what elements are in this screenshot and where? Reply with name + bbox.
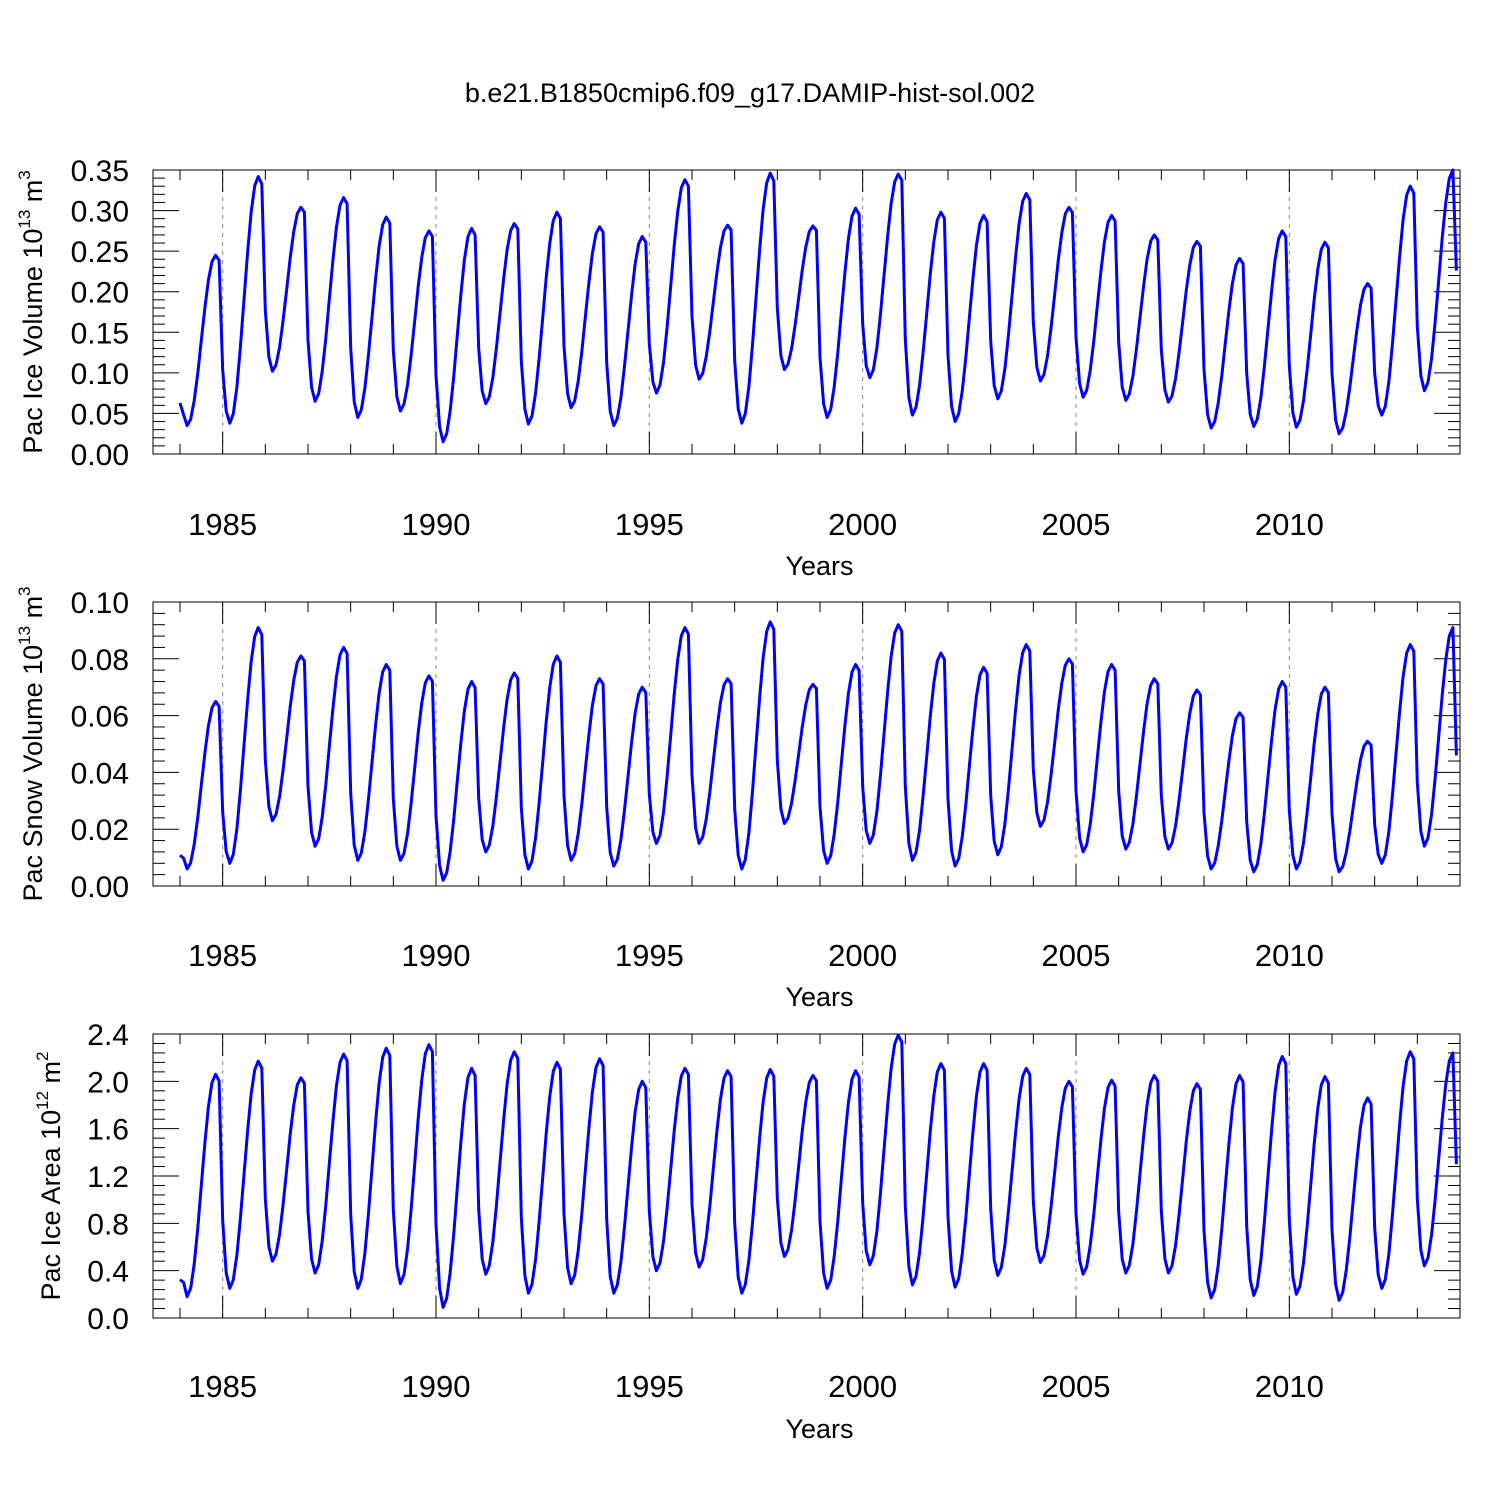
x-tick-label: 2000: [828, 1369, 897, 1404]
y-axis-title: Pac Ice Volume 1013 m3: [15, 170, 48, 454]
y-axis-title: Pac Snow Volume 1013 m3: [15, 586, 48, 901]
x-axis-title: Years: [785, 982, 853, 1012]
y-axis-title: Pac Ice Area 1012 m2: [33, 1051, 66, 1300]
x-tick-label: 1990: [402, 507, 471, 542]
y-tick-label: 2.0: [87, 1066, 129, 1099]
y-tick-label: 0.8: [87, 1208, 129, 1241]
y-tick-label: 0.30: [71, 196, 129, 229]
x-tick-label: 1985: [188, 507, 257, 542]
series-line: [179, 1033, 1458, 1309]
x-tick-label: 2010: [1255, 1369, 1324, 1404]
y-tick-label: 0.05: [71, 398, 129, 431]
y-tick-label: 0.00: [71, 439, 129, 472]
x-tick-label: 2005: [1042, 507, 1111, 542]
y-tick-label: 0.4: [87, 1256, 129, 1289]
y-tick-label: 0.02: [71, 814, 129, 847]
y-tick-label: 0.25: [71, 236, 129, 269]
x-axis-title: Years: [785, 1414, 853, 1444]
y-tick-label: 0.06: [71, 701, 129, 734]
y-tick-label: 0.00: [71, 871, 129, 904]
panel-snow-volume: 0.00 0.02 0.04 0.06 0.08 0.10 1985 1990 1995 2000…: [15, 586, 1461, 1012]
series-line: [178, 168, 1458, 444]
y-tick-label: 0.35: [71, 155, 129, 188]
chart-title: b.e21.B1850cmip6.f09_g17.DAMIP-hist-sol.…: [464, 78, 1036, 108]
series-line: [179, 620, 1458, 882]
x-tick-label: 2010: [1255, 507, 1324, 542]
y-tick-label: 0.10: [71, 358, 129, 391]
x-tick-label: 2005: [1042, 938, 1111, 973]
x-tick-label: 2000: [828, 938, 897, 973]
x-tick-label: 2000: [828, 507, 897, 542]
x-tick-label: 1990: [402, 938, 471, 973]
y-tick-label: 0.15: [71, 317, 129, 350]
y-tick-label: 1.6: [87, 1114, 129, 1147]
x-tick-label: 2010: [1255, 938, 1324, 973]
y-tick-label: 0.04: [71, 757, 129, 790]
x-tick-label: 1990: [402, 1369, 471, 1404]
x-tick-label: 2005: [1042, 1369, 1111, 1404]
plot-frame: [152, 169, 1461, 455]
x-tick-label: 1995: [615, 938, 684, 973]
y-tick-label: 0.0: [87, 1303, 129, 1336]
x-axis-title: Years: [785, 551, 853, 581]
plot-frame: [152, 601, 1461, 887]
x-tick-label: 1985: [188, 938, 257, 973]
y-tick-label: 1.2: [87, 1161, 129, 1194]
x-tick-label: 1985: [188, 1369, 257, 1404]
y-tick-label: 0.20: [71, 277, 129, 310]
y-tick-label: 0.10: [71, 587, 129, 620]
panel-ice-area: 0.0 0.4 0.8 1.2 1.6 2.0 2.4 1985 1990 1995 2000 200…: [33, 1019, 1461, 1444]
y-tick-label: 0.08: [71, 644, 129, 677]
y-tick-label: 2.4: [87, 1019, 129, 1052]
x-tick-label: 1995: [615, 1369, 684, 1404]
panel-ice-volume: 0.00 0.05 0.10 0.15 0.20 0.25 0.30 0.35 1985 1990…: [15, 155, 1461, 581]
x-tick-label: 1995: [615, 507, 684, 542]
